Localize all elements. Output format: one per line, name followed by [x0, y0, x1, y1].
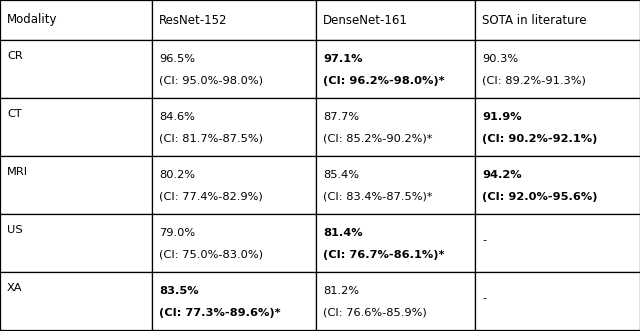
Text: MRI: MRI: [7, 167, 28, 177]
Text: 96.5%: 96.5%: [159, 54, 195, 64]
Text: 85.4%: 85.4%: [323, 169, 359, 179]
Text: (CI: 76.7%-86.1%)*: (CI: 76.7%-86.1%)*: [323, 250, 445, 260]
Bar: [152, 214, 316, 272]
Bar: [316, 98, 475, 156]
Bar: [475, 40, 640, 98]
Text: (CI: 75.0%-83.0%): (CI: 75.0%-83.0%): [159, 250, 263, 260]
Text: 87.7%: 87.7%: [323, 112, 359, 121]
Text: (CI: 90.2%-92.1%): (CI: 90.2%-92.1%): [482, 134, 597, 144]
Text: 81.2%: 81.2%: [323, 286, 359, 296]
Bar: [152, 272, 316, 330]
Text: 81.4%: 81.4%: [323, 227, 363, 238]
Bar: [316, 214, 475, 272]
Text: SOTA in literature: SOTA in literature: [482, 14, 587, 26]
Text: Modality: Modality: [7, 14, 58, 26]
Text: (CI: 77.4%-82.9%): (CI: 77.4%-82.9%): [159, 192, 263, 202]
Bar: [316, 0, 475, 40]
Text: US: US: [7, 225, 22, 235]
Text: (CI: 96.2%-98.0%)*: (CI: 96.2%-98.0%)*: [323, 75, 445, 86]
Bar: [475, 156, 640, 214]
Text: 84.6%: 84.6%: [159, 112, 195, 121]
Text: 91.9%: 91.9%: [482, 112, 522, 121]
Text: 90.3%: 90.3%: [482, 54, 518, 64]
Text: 79.0%: 79.0%: [159, 227, 195, 238]
Bar: [152, 0, 316, 40]
Text: DenseNet-161: DenseNet-161: [323, 14, 408, 26]
Bar: [0, 40, 152, 98]
Text: (CI: 76.6%-85.9%): (CI: 76.6%-85.9%): [323, 307, 427, 318]
Bar: [152, 98, 316, 156]
Bar: [475, 272, 640, 330]
Bar: [316, 156, 475, 214]
Text: ResNet-152: ResNet-152: [159, 14, 227, 26]
Bar: [316, 40, 475, 98]
Text: (CI: 83.4%-87.5%)*: (CI: 83.4%-87.5%)*: [323, 192, 433, 202]
Bar: [0, 272, 152, 330]
Bar: [0, 156, 152, 214]
Text: XA: XA: [7, 283, 22, 293]
Text: 83.5%: 83.5%: [159, 286, 198, 296]
Text: -: -: [482, 293, 486, 303]
Text: 94.2%: 94.2%: [482, 169, 522, 179]
Bar: [0, 98, 152, 156]
Bar: [0, 214, 152, 272]
Bar: [475, 0, 640, 40]
Text: -: -: [482, 235, 486, 245]
Text: (CI: 85.2%-90.2%)*: (CI: 85.2%-90.2%)*: [323, 134, 433, 144]
Bar: [0, 0, 152, 40]
Text: CR: CR: [7, 51, 23, 61]
Bar: [152, 156, 316, 214]
Text: (CI: 92.0%-95.6%): (CI: 92.0%-95.6%): [482, 192, 598, 202]
Text: CT: CT: [7, 109, 22, 119]
Text: (CI: 89.2%-91.3%): (CI: 89.2%-91.3%): [482, 75, 586, 86]
Bar: [316, 272, 475, 330]
Text: 97.1%: 97.1%: [323, 54, 362, 64]
Text: (CI: 81.7%-87.5%): (CI: 81.7%-87.5%): [159, 134, 263, 144]
Bar: [152, 40, 316, 98]
Text: (CI: 95.0%-98.0%): (CI: 95.0%-98.0%): [159, 75, 263, 86]
Text: (CI: 77.3%-89.6%)*: (CI: 77.3%-89.6%)*: [159, 307, 280, 318]
Bar: [475, 214, 640, 272]
Bar: [475, 98, 640, 156]
Text: 80.2%: 80.2%: [159, 169, 195, 179]
